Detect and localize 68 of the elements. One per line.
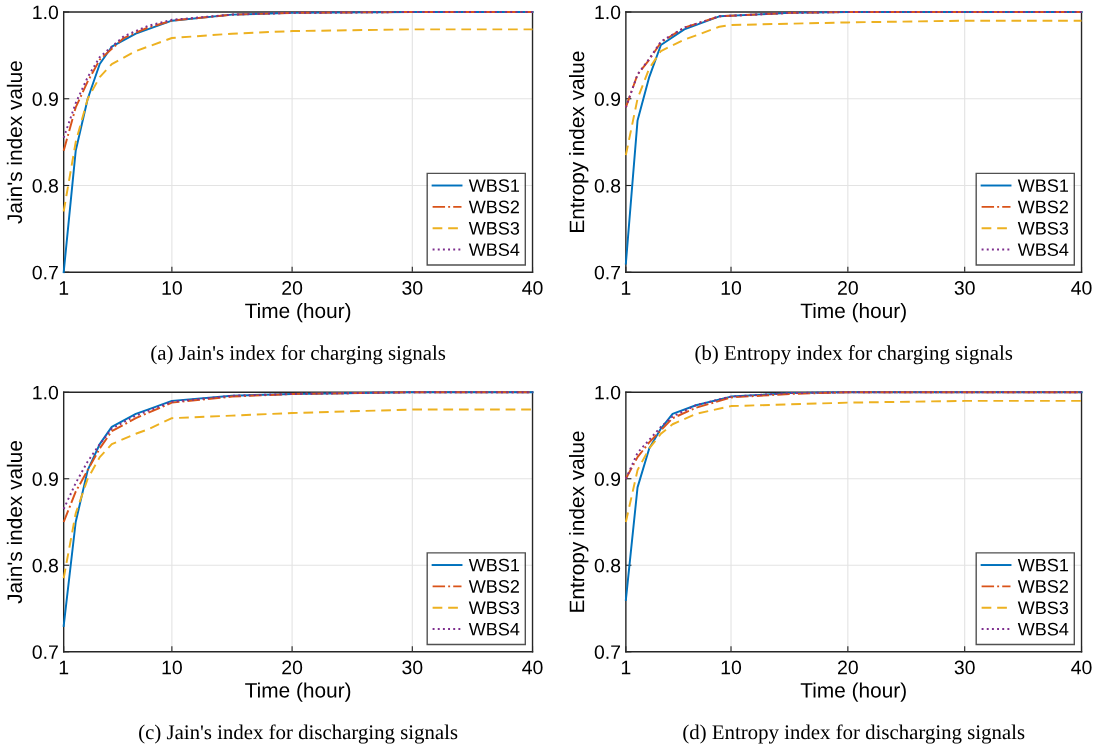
x-tick-label: 30: [402, 281, 423, 295]
x-tick-label: 1: [621, 660, 631, 675]
legend-label: WBS4: [468, 243, 520, 257]
x-tick-label: 10: [162, 660, 182, 675]
x-tick-label: 10: [162, 281, 182, 295]
x-tick-label: 40: [1071, 660, 1092, 675]
legend-label: WBS1: [1017, 558, 1069, 572]
legend-label: WBS2: [468, 200, 519, 214]
legend-label: WBS4: [1017, 243, 1069, 257]
y-tick-label: 0.7: [594, 265, 621, 280]
y-tick-label: 0.8: [594, 558, 621, 573]
text: (c) Jain's index for discharging signals: [139, 724, 458, 744]
x-axis-title: Time (hour): [800, 302, 906, 323]
x-tick-label: 20: [282, 281, 303, 295]
y-tick-label: 0.9: [594, 472, 621, 486]
x-axis-title: Time (hour): [245, 302, 351, 323]
line-series: [624, 19, 1083, 157]
y-tick-label: 0.7: [32, 265, 58, 280]
x-tick-label: 20: [282, 660, 303, 675]
legend-label: WBS4: [1017, 622, 1069, 636]
y-tick-label: 0.9: [594, 92, 621, 106]
x-tick-label: 40: [522, 281, 543, 295]
y-axis-title: Entropy index value: [568, 51, 589, 232]
text: (b) Entropy index for charging signals: [695, 345, 1013, 365]
x-tick-label: 10: [721, 660, 742, 675]
legend-label: WBS3: [1017, 601, 1069, 615]
legend-label: WBS1: [468, 558, 520, 572]
x-tick-label: 1: [59, 660, 69, 675]
line-series: [62, 408, 534, 580]
line-series: [624, 399, 1083, 523]
y-axis-title: Jain's index value: [6, 441, 23, 604]
legend-label: WBS4: [468, 622, 520, 636]
x-tick-label: 40: [1071, 281, 1092, 295]
y-tick-label: 1.0: [33, 385, 59, 400]
text: (d) Entropy index for discharging signals: [683, 724, 1025, 744]
y-tick-label: 0.8: [594, 178, 621, 193]
x-tick-label: 20: [838, 660, 858, 675]
legend-label: WBS1: [1017, 179, 1069, 193]
text: (a) Jain's index for charging signals: [151, 345, 446, 365]
x-tick-label: 10: [721, 281, 742, 295]
y-tick-label: 0.7: [594, 645, 621, 659]
y-tick-label: 0.7: [32, 645, 58, 659]
y-tick-label: 1.0: [595, 5, 621, 20]
y-tick-label: 1.0: [33, 5, 59, 20]
legend-label: WBS3: [1017, 221, 1069, 235]
y-tick-label: 0.8: [32, 558, 58, 573]
x-tick-label: 1: [621, 281, 631, 295]
legend-label: WBS2: [1017, 200, 1068, 214]
x-axis-title: Time (hour): [800, 682, 906, 702]
legend-label: WBS2: [1017, 580, 1068, 593]
y-axis-title: Jain's index value: [6, 61, 23, 224]
x-axis-title: Time (hour): [245, 682, 351, 702]
x-tick-label: 30: [954, 281, 975, 295]
y-axis-title: Entropy index value: [568, 431, 589, 612]
x-tick-label: 30: [954, 660, 975, 675]
line-series: [62, 28, 534, 213]
x-tick-label: 30: [402, 660, 423, 675]
y-tick-label: 0.9: [32, 92, 58, 106]
legend-label: WBS3: [468, 221, 520, 235]
y-tick-label: 1.0: [595, 385, 621, 400]
y-tick-label: 0.8: [32, 178, 58, 193]
legend-label: WBS3: [468, 601, 520, 615]
x-tick-label: 40: [522, 660, 543, 675]
legend-label: WBS1: [468, 179, 520, 193]
y-tick-label: 0.9: [32, 472, 58, 486]
legend-label: WBS2: [468, 580, 519, 593]
x-tick-label: 1: [59, 281, 69, 295]
x-tick-label: 20: [838, 281, 858, 295]
